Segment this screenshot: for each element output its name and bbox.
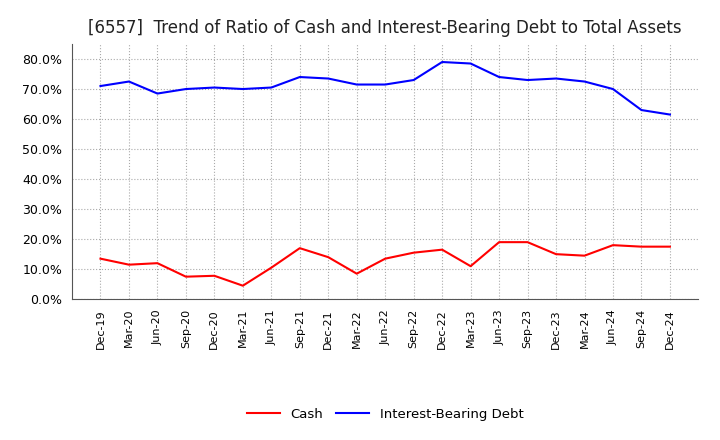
Cash [238,283,247,288]
Interest-Bearing Debt [96,84,105,89]
Cash [410,250,418,255]
Cash [96,256,105,261]
Cash [580,253,589,258]
Cash [665,244,674,249]
Title: [6557]  Trend of Ratio of Cash and Interest-Bearing Debt to Total Assets: [6557] Trend of Ratio of Cash and Intere… [89,19,682,37]
Cash [210,273,219,279]
Interest-Bearing Debt [495,74,503,80]
Legend: Cash, Interest-Bearing Debt: Cash, Interest-Bearing Debt [241,403,529,426]
Line: Cash: Cash [101,242,670,286]
Interest-Bearing Debt [580,79,589,84]
Interest-Bearing Debt [352,82,361,87]
Interest-Bearing Debt [552,76,560,81]
Cash [267,265,276,270]
Interest-Bearing Debt [381,82,390,87]
Cash [324,254,333,260]
Interest-Bearing Debt [210,85,219,90]
Interest-Bearing Debt [295,74,304,80]
Interest-Bearing Debt [608,86,617,92]
Interest-Bearing Debt [467,61,475,66]
Interest-Bearing Debt [523,77,532,83]
Cash [523,239,532,245]
Interest-Bearing Debt [637,107,646,113]
Cash [438,247,446,252]
Interest-Bearing Debt [267,85,276,90]
Cash [181,274,190,279]
Interest-Bearing Debt [181,86,190,92]
Interest-Bearing Debt [125,79,133,84]
Cash [495,239,503,245]
Cash [381,256,390,261]
Cash [467,264,475,269]
Line: Interest-Bearing Debt: Interest-Bearing Debt [101,62,670,114]
Cash [352,271,361,276]
Cash [608,242,617,248]
Cash [637,244,646,249]
Cash [552,252,560,257]
Interest-Bearing Debt [665,112,674,117]
Interest-Bearing Debt [438,59,446,65]
Interest-Bearing Debt [324,76,333,81]
Cash [295,246,304,251]
Interest-Bearing Debt [238,86,247,92]
Cash [125,262,133,268]
Cash [153,260,162,266]
Interest-Bearing Debt [153,91,162,96]
Interest-Bearing Debt [410,77,418,83]
